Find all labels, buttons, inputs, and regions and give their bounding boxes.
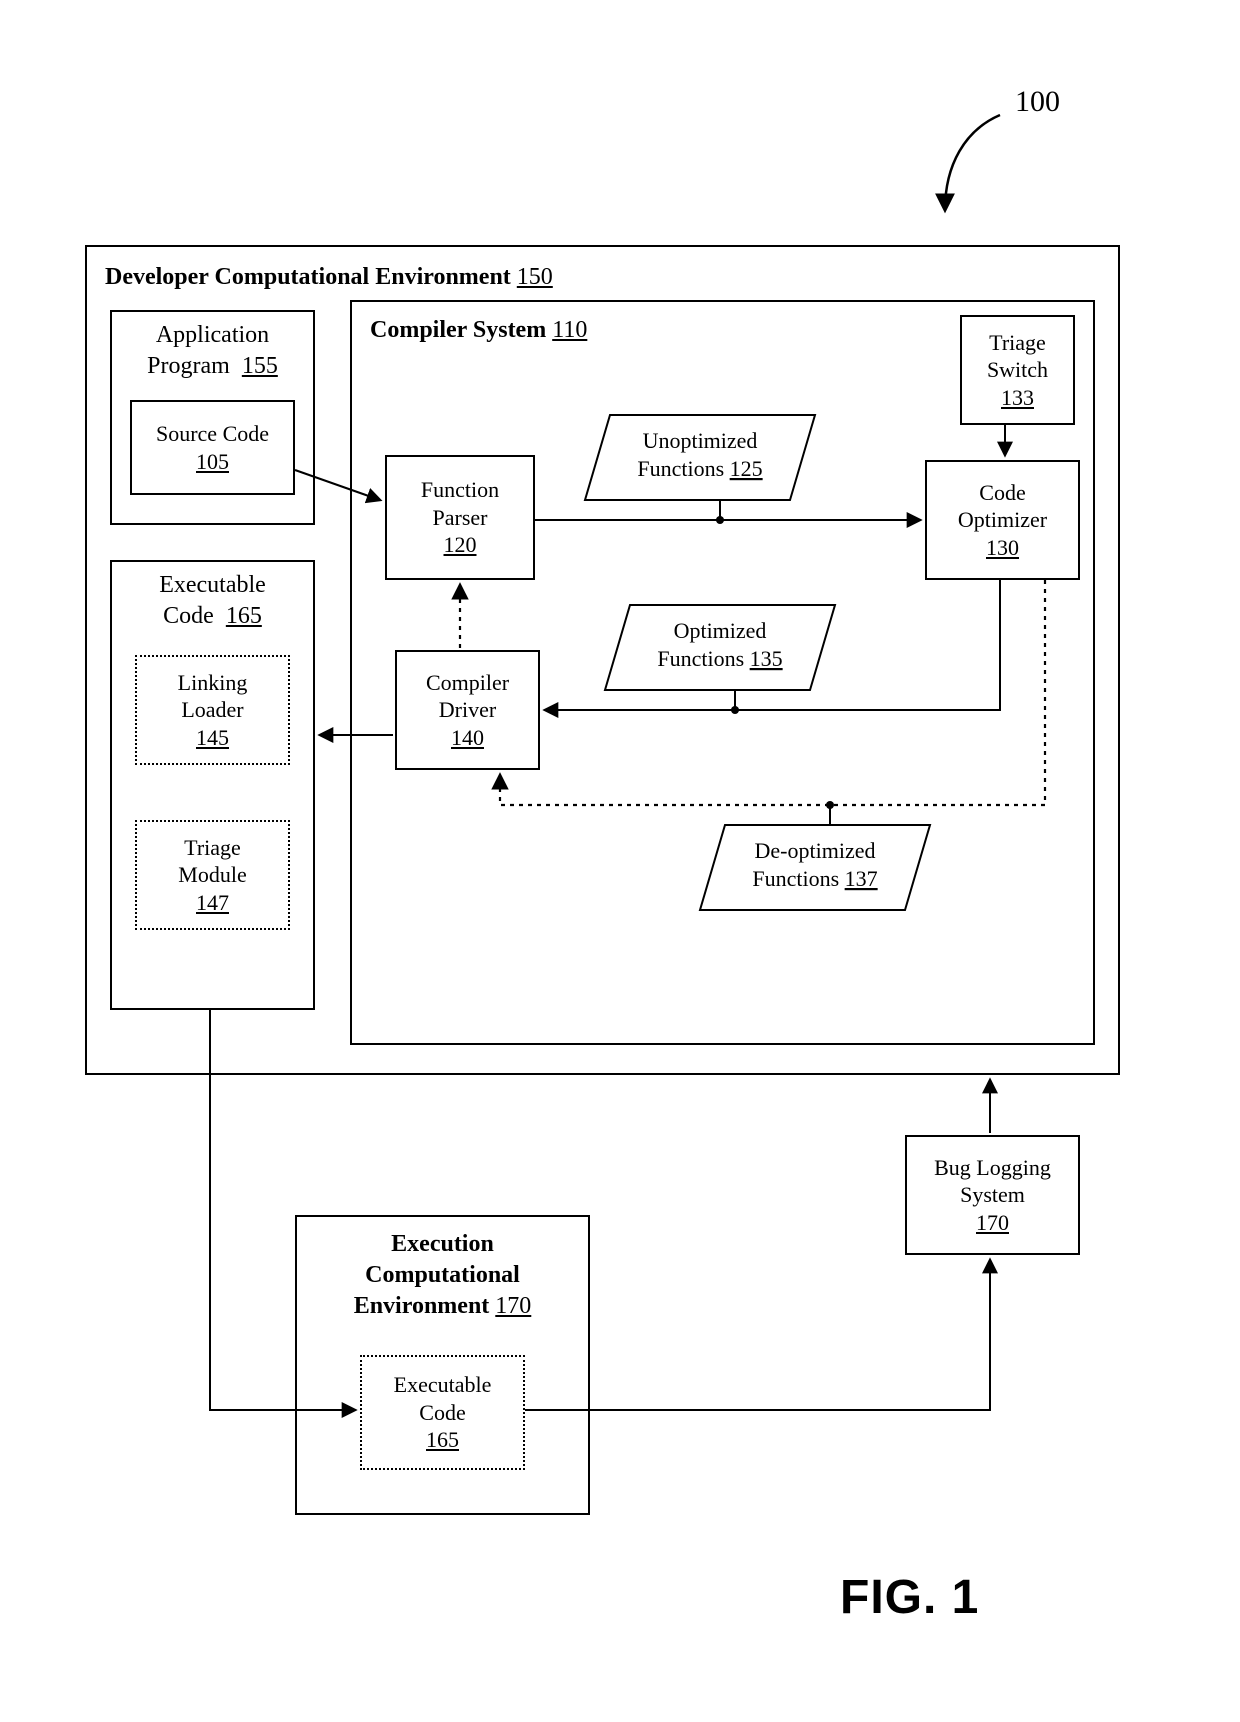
compiler-driver-node: Compiler Driver 140 [395,650,540,770]
triage-module-node: Triage Module 147 [135,820,290,930]
bug-logging-node: Bug Logging System 170 [905,1135,1080,1255]
executable-code-inner-node: Executable Code 165 [360,1355,525,1470]
developer-env-label: Developer Computational Environment 150 [105,262,553,293]
compiler-system-label: Compiler System 110 [370,315,587,346]
figure-ref-number: 100 [1015,85,1060,119]
linking-loader-node: Linking Loader 145 [135,655,290,765]
triage-switch-node: Triage Switch 133 [960,315,1075,425]
function-parser-node: Function Parser 120 [385,455,535,580]
executable-code-container: Executable Code 165 [110,560,315,1010]
figure-canvas: 100 Developer Computational Environment … [0,0,1240,1722]
code-optimizer-node: Code Optimizer 130 [925,460,1080,580]
source-code-node: Source Code 105 [130,400,295,495]
figure-caption: FIG. 1 [840,1570,979,1625]
